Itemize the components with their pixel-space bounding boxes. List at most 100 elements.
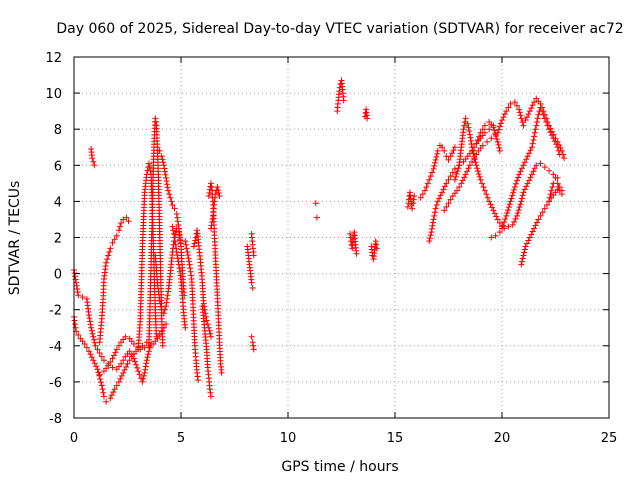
data-point bbox=[493, 133, 500, 140]
data-point bbox=[160, 162, 167, 169]
data-point bbox=[431, 162, 438, 169]
data-point bbox=[511, 99, 518, 106]
data-point bbox=[170, 230, 177, 237]
data-point bbox=[171, 205, 178, 212]
data-point bbox=[458, 180, 465, 187]
data-point bbox=[465, 124, 472, 131]
x-tick-label: 25 bbox=[601, 431, 618, 446]
data-point bbox=[250, 342, 257, 349]
data-point bbox=[474, 137, 481, 144]
data-point bbox=[194, 373, 201, 380]
data-point bbox=[521, 246, 528, 253]
data-point bbox=[517, 168, 524, 175]
data-point bbox=[118, 220, 125, 227]
data-point bbox=[531, 99, 538, 106]
data-point bbox=[176, 265, 183, 272]
data-point bbox=[543, 202, 550, 209]
data-point bbox=[188, 272, 195, 279]
data-point bbox=[549, 183, 556, 190]
data-point bbox=[250, 346, 257, 353]
data-point bbox=[417, 194, 424, 201]
data-point bbox=[541, 205, 548, 212]
data-point bbox=[141, 369, 148, 376]
data-point bbox=[103, 259, 110, 266]
data-point bbox=[176, 236, 183, 243]
data-point bbox=[166, 191, 173, 198]
data-point bbox=[499, 117, 505, 124]
data-point bbox=[523, 240, 530, 247]
data-point bbox=[513, 102, 520, 109]
x-tick-label: 0 bbox=[70, 431, 78, 446]
data-point bbox=[97, 379, 104, 386]
data-point bbox=[439, 144, 446, 151]
data-point bbox=[87, 351, 94, 358]
data-point bbox=[89, 155, 96, 162]
data-point bbox=[159, 156, 166, 163]
data-point bbox=[161, 306, 168, 313]
data-point bbox=[186, 258, 193, 265]
data-point bbox=[427, 232, 434, 239]
data-point bbox=[142, 363, 149, 370]
data-point bbox=[131, 358, 138, 365]
data-point bbox=[504, 209, 511, 216]
data-point bbox=[159, 342, 166, 349]
data-point bbox=[459, 177, 466, 184]
data-point bbox=[479, 180, 486, 187]
data-point bbox=[94, 366, 101, 373]
data-point bbox=[484, 194, 491, 201]
data-point bbox=[104, 256, 111, 263]
data-point bbox=[169, 202, 176, 209]
data-point bbox=[524, 180, 531, 187]
data-point bbox=[123, 214, 130, 221]
data-point bbox=[501, 219, 508, 226]
data-point bbox=[168, 198, 175, 205]
data-point bbox=[347, 230, 354, 237]
data-point bbox=[426, 238, 433, 245]
data-point bbox=[493, 213, 500, 220]
data-point bbox=[449, 150, 456, 157]
data-point bbox=[553, 141, 560, 148]
data-point bbox=[88, 327, 95, 334]
data-point bbox=[118, 372, 125, 379]
data-point bbox=[162, 171, 169, 178]
data-point bbox=[126, 357, 133, 364]
data-point bbox=[88, 354, 95, 361]
data-point bbox=[533, 219, 540, 226]
data-point bbox=[153, 333, 160, 340]
data-point bbox=[466, 162, 473, 169]
data-point bbox=[109, 364, 116, 371]
data-point bbox=[426, 176, 433, 183]
data-point bbox=[86, 315, 93, 322]
data-point bbox=[514, 209, 521, 216]
data-point bbox=[98, 382, 105, 389]
data-point bbox=[473, 140, 480, 147]
data-point bbox=[173, 248, 180, 255]
data-point bbox=[113, 382, 120, 389]
data-point bbox=[465, 165, 472, 172]
data-point bbox=[120, 369, 127, 376]
data-point bbox=[419, 191, 426, 198]
data-point bbox=[105, 362, 112, 369]
data-point bbox=[518, 258, 525, 265]
data-point bbox=[173, 245, 180, 252]
data-point bbox=[454, 168, 461, 175]
data-point bbox=[561, 155, 568, 162]
data-point bbox=[207, 180, 214, 187]
data-point bbox=[520, 162, 527, 169]
data-point bbox=[496, 123, 503, 130]
data-point bbox=[117, 375, 124, 382]
data-point bbox=[207, 330, 214, 337]
data-point bbox=[467, 134, 474, 141]
x-tick-label: 15 bbox=[387, 431, 404, 446]
data-point bbox=[540, 111, 547, 118]
data-point bbox=[164, 181, 171, 188]
data-point bbox=[100, 389, 107, 396]
y-axis-label: SDTVAR / TECUs bbox=[7, 181, 23, 296]
data-point bbox=[117, 223, 124, 230]
data-point bbox=[454, 187, 461, 194]
data-point bbox=[516, 171, 523, 178]
data-point bbox=[165, 187, 172, 194]
y-tick-label: -4 bbox=[49, 340, 62, 355]
x-axis-label: GPS time / hours bbox=[281, 459, 398, 475]
